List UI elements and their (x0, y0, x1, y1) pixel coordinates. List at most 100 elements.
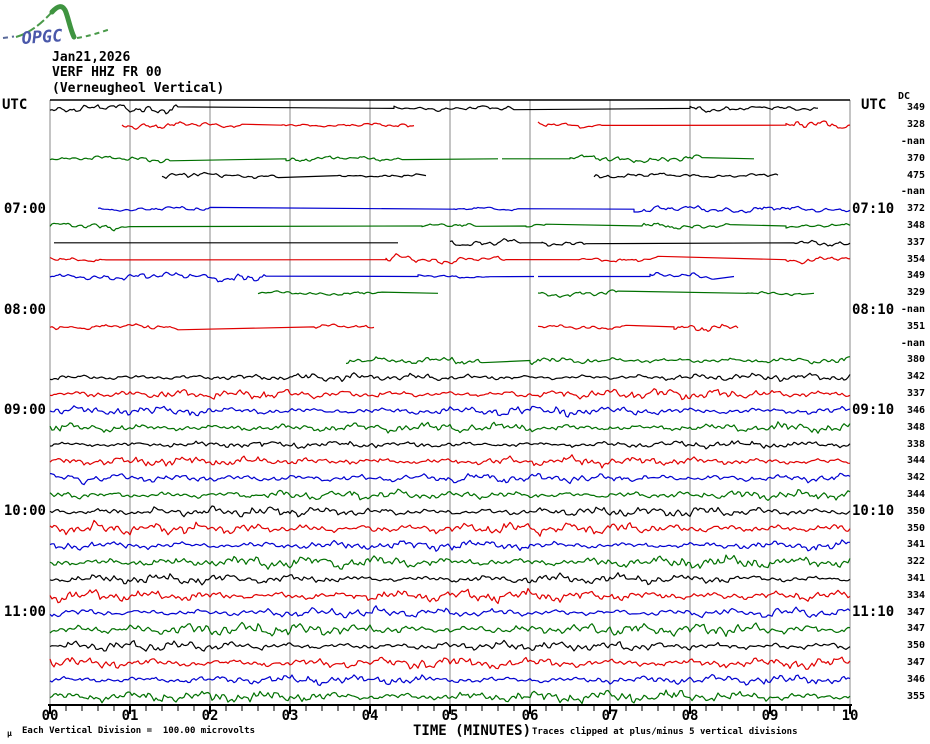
trace-row-27 (49, 539, 850, 552)
dc-value-row-21: 338 (906, 438, 925, 450)
x-tick-label-02: 02 (201, 708, 219, 724)
dc-value-row-31: 347 (906, 606, 925, 618)
logo-dash-left (2, 35, 15, 39)
trace-row-8 (49, 222, 851, 232)
dc-value-row-27: 341 (906, 539, 925, 551)
header-station-name: (Verneugheol Vertical) (52, 81, 225, 96)
hour-label-right-08:10: 08:10 (852, 301, 895, 318)
trace-row-21 (49, 440, 851, 450)
trace-row-1 (49, 104, 819, 115)
hour-label-left-10:00: 10:00 (3, 503, 46, 520)
trace-row-35 (49, 673, 851, 687)
dc-value-row-23: 342 (906, 472, 925, 484)
x-tick-label-06: 06 (521, 708, 539, 724)
trace-row-36 (49, 689, 851, 705)
x-tick-label-03: 03 (281, 708, 299, 724)
dc-value-row-3: -nan (900, 136, 925, 147)
trace-row-26 (49, 519, 851, 537)
logo-dash-right (76, 28, 110, 39)
dc-value-row-20: 348 (906, 421, 925, 433)
hour-label-left-11:00: 11:00 (3, 604, 46, 621)
trace-row-4 (49, 154, 755, 164)
scale-note: Each Vertical Division = 100.00 microvol… (22, 726, 255, 736)
dc-value-row-36: 355 (906, 690, 925, 702)
hour-label-left-08:00: 08:00 (3, 301, 46, 318)
dc-value-row-30: 334 (906, 589, 925, 601)
scale-glyph: μ (7, 729, 12, 738)
dc-value-row-2: 328 (906, 119, 925, 131)
dc-value-row-29: 341 (906, 572, 925, 584)
logo-curve-peak (49, 4, 77, 40)
hour-label-left-07:00: 07:00 (3, 200, 46, 217)
header-station-code: VERF HHZ FR 00 (52, 65, 162, 80)
dc-value-row-26: 350 (906, 522, 925, 534)
dc-value-row-33: 350 (906, 640, 925, 652)
trace-row-2 (121, 120, 851, 130)
trace-row-25 (49, 505, 851, 518)
trace-row-14 (49, 323, 739, 332)
utc-label-right: UTC (861, 97, 887, 113)
x-tick-label-09: 09 (761, 708, 779, 724)
trace-row-34 (49, 656, 851, 670)
trace-row-31 (49, 605, 851, 619)
dc-value-row-4: 370 (906, 152, 925, 164)
trace-row-22 (49, 454, 851, 469)
dc-value-row-17: 342 (906, 371, 925, 383)
dc-value-row-34: 347 (906, 656, 925, 668)
opgc-logo: OPGC (2, 4, 110, 49)
trace-row-12 (257, 289, 815, 298)
dc-value-row-9: 337 (906, 236, 925, 248)
trace-row-7 (97, 205, 851, 214)
dc-value-row-11: 349 (906, 270, 925, 282)
x-tick-label-05: 05 (441, 708, 459, 724)
trace-row-9 (54, 238, 851, 247)
logo-curve-rise (15, 11, 53, 38)
dc-value-row-25: 350 (906, 505, 925, 517)
dc-value-row-16: 380 (906, 354, 925, 366)
trace-row-5 (161, 171, 779, 179)
dc-value-row-5: 475 (906, 169, 925, 181)
dc-value-row-35: 346 (906, 673, 925, 685)
trace-row-17 (49, 372, 851, 382)
dc-value-row-12: 329 (906, 287, 925, 299)
trace-row-33 (49, 639, 851, 652)
trace-row-11 (49, 271, 735, 283)
dc-value-row-14: 351 (906, 320, 925, 332)
hour-label-left-09:00: 09:00 (3, 402, 46, 419)
hour-label-right-09:10: 09:10 (852, 402, 895, 419)
dc-value-row-32: 347 (906, 623, 925, 635)
trace-row-20 (49, 421, 851, 434)
header-date: Jan21,2026 (52, 50, 131, 65)
dc-value-row-19: 346 (906, 404, 925, 416)
dc-value-row-7: 372 (906, 203, 925, 215)
dc-value-row-1: 349 (906, 102, 925, 114)
dc-value-row-10: 354 (906, 253, 925, 265)
trace-row-23 (49, 472, 851, 486)
dc-value-row-13: -nan (900, 304, 925, 316)
hour-label-right-10:10: 10:10 (852, 503, 895, 520)
clip-note: Traces clipped at plus/minus 5 vertical … (532, 727, 798, 737)
dc-value-row-28: 322 (906, 556, 925, 568)
trace-row-32 (49, 621, 851, 637)
trace-row-29 (49, 572, 851, 586)
dc-value-row-15: -nan (900, 337, 925, 349)
x-tick-label-04: 04 (361, 708, 379, 724)
x-tick-label-01: 01 (121, 708, 139, 724)
dc-value-row-18: 337 (906, 388, 925, 400)
logo-text: OPGC (21, 26, 64, 49)
dc-value-row-6: -nan (900, 186, 925, 198)
x-tick-label-08: 08 (681, 708, 699, 724)
trace-row-30 (49, 587, 851, 605)
dc-value-row-22: 344 (906, 455, 925, 467)
x-axis-title: TIME (MINUTES) (413, 723, 532, 739)
x-tick-label-10: 10 (841, 708, 859, 724)
trace-row-19 (49, 405, 851, 418)
utc-label-left: UTC (2, 97, 28, 113)
hour-label-right-11:10: 11:10 (852, 604, 895, 621)
trace-row-28 (49, 554, 851, 570)
x-tick-label-07: 07 (601, 708, 619, 724)
dc-column-header: DC (898, 91, 911, 102)
hour-label-right-07:10: 07:10 (852, 200, 895, 217)
trace-row-24 (49, 488, 851, 501)
